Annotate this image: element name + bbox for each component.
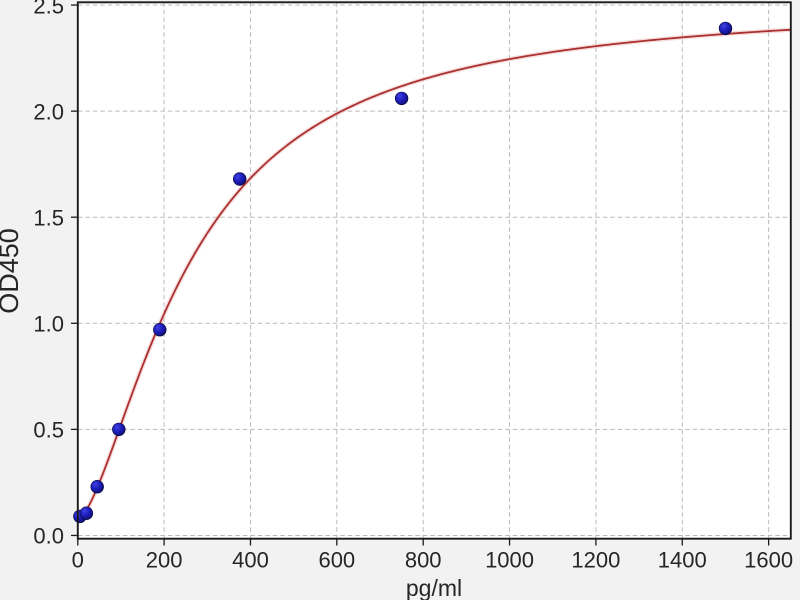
- svg-text:400: 400: [232, 548, 269, 573]
- svg-text:200: 200: [146, 548, 183, 573]
- svg-text:0.5: 0.5: [33, 418, 64, 443]
- svg-text:1400: 1400: [658, 548, 707, 573]
- svg-text:1.0: 1.0: [33, 312, 64, 337]
- svg-text:OD450: OD450: [0, 228, 24, 314]
- svg-text:1000: 1000: [485, 548, 534, 573]
- svg-text:1.5: 1.5: [33, 205, 64, 230]
- svg-text:2.5: 2.5: [33, 0, 64, 18]
- svg-text:1200: 1200: [571, 548, 620, 573]
- svg-text:2.0: 2.0: [33, 99, 64, 124]
- svg-text:600: 600: [318, 548, 355, 573]
- svg-text:800: 800: [405, 548, 442, 573]
- svg-text:0: 0: [72, 548, 84, 573]
- svg-text:1600: 1600: [744, 548, 793, 573]
- svg-text:0.0: 0.0: [33, 524, 64, 549]
- svg-text:pg/ml: pg/ml: [406, 575, 462, 600]
